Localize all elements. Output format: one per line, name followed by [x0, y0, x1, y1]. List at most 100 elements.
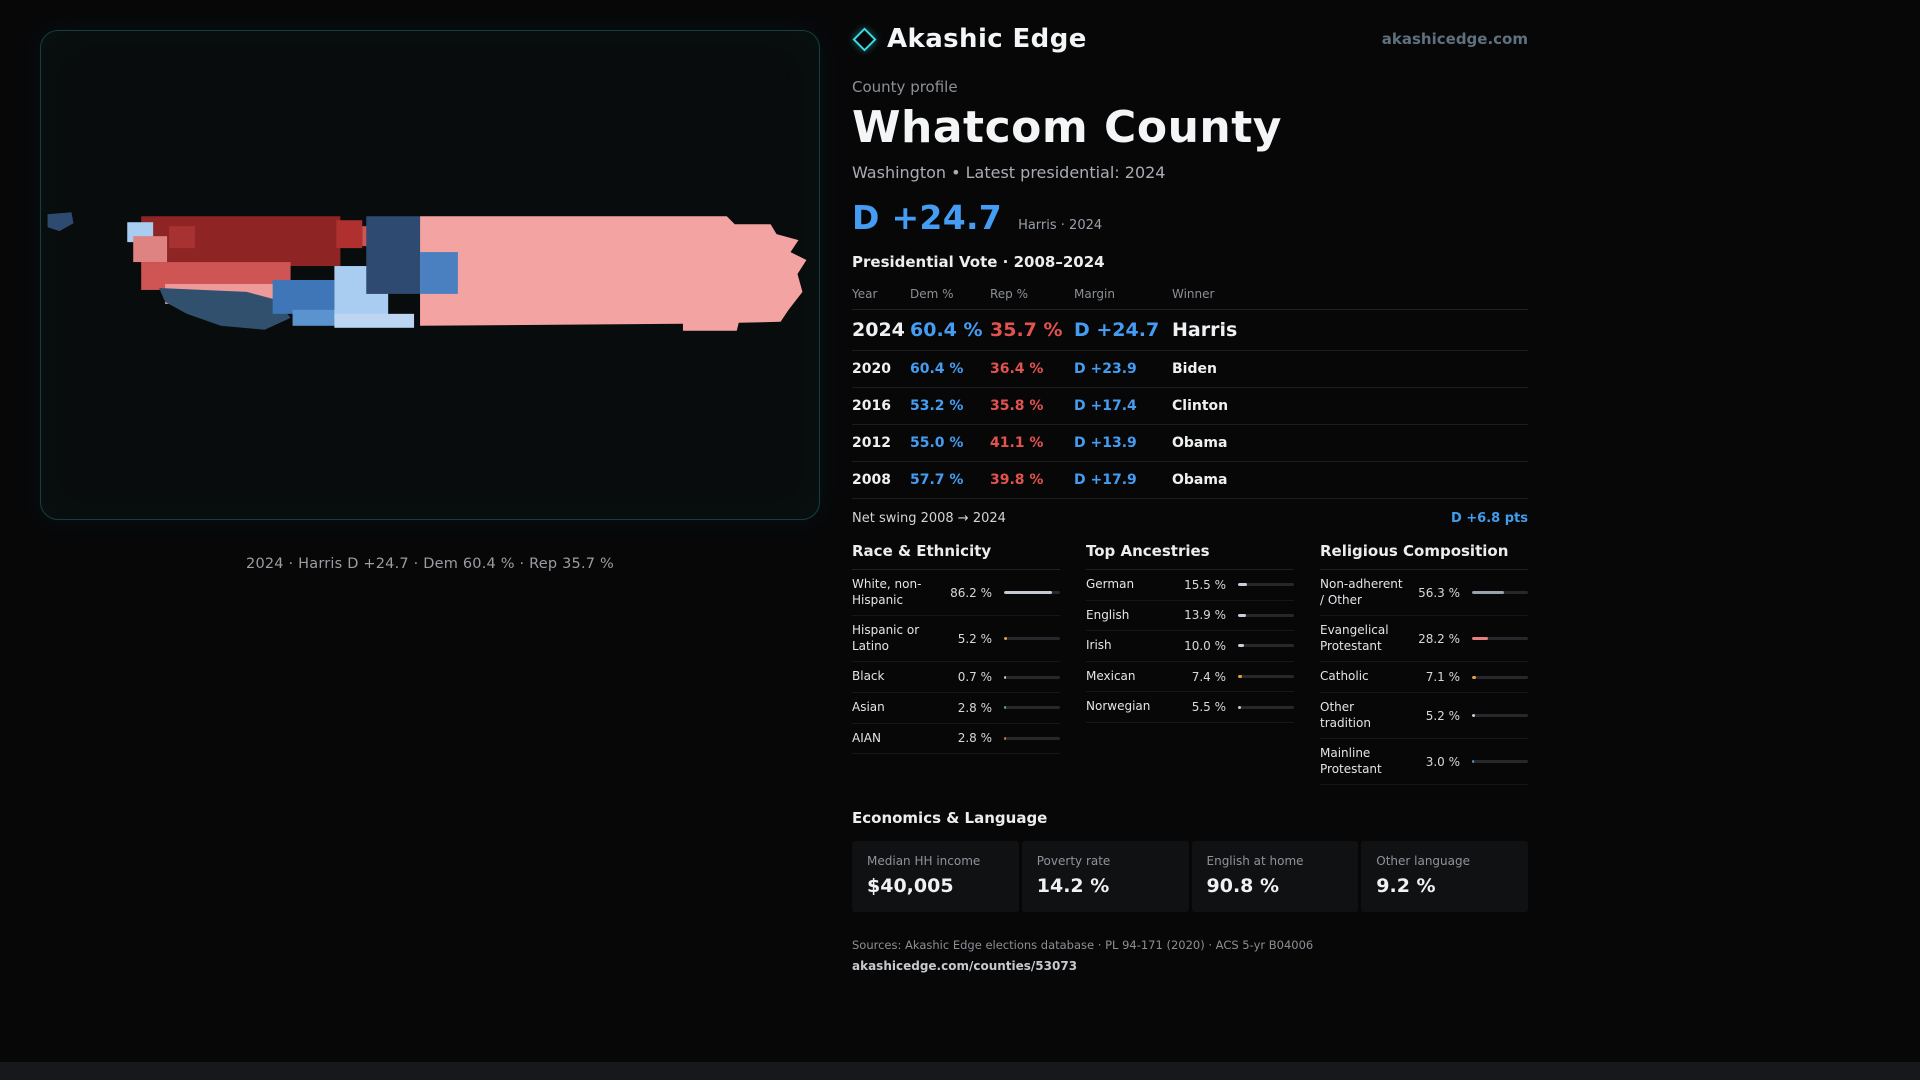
list-item: Norwegian 5.5 % — [1086, 692, 1294, 723]
religion-bar — [1472, 637, 1528, 641]
religion-value: 56.3 % — [1418, 585, 1460, 600]
race-label: Black — [852, 669, 885, 684]
ancestry-label: Norwegian — [1086, 699, 1151, 714]
stat-value: $40,005 — [867, 875, 954, 898]
table-row[interactable]: 2012 55.0 % 41.1 % D +13.9 Obama — [852, 425, 1528, 462]
race-value: 0.7 % — [957, 670, 992, 685]
religion-column: Religious Composition Non-adherent / Oth… — [1320, 542, 1528, 786]
map-region-east-rural[interactable] — [420, 216, 807, 331]
table-row[interactable]: 2024 60.4 % 35.7 % D +24.7 Harris — [852, 310, 1528, 351]
county-map-panel[interactable] — [40, 30, 820, 520]
precinct-map[interactable] — [41, 31, 819, 519]
list-item: White, non-Hispanic 86.2 % — [852, 570, 1060, 617]
map-region-coast-slate[interactable] — [159, 287, 291, 330]
cell-margin: D +24.7 — [1074, 319, 1160, 341]
map-region-west-lightred[interactable] — [133, 236, 168, 263]
economics-title: Economics & Language — [852, 809, 1048, 828]
race-label: Hispanic or Latino — [852, 623, 920, 653]
cell-winner: Obama — [1172, 435, 1228, 451]
list-item: Evangelical Protestant 28.2 % — [1320, 616, 1528, 663]
ancestry-bar — [1238, 675, 1294, 679]
map-region-central-navy[interactable] — [366, 216, 421, 294]
cell-margin: D +17.4 — [1074, 398, 1137, 414]
cell-winner: Clinton — [1172, 398, 1229, 414]
ancestry-value: 5.5 % — [1191, 700, 1226, 715]
margin-value: D +24.7 — [852, 198, 1003, 237]
cell-margin: D +13.9 — [1074, 435, 1137, 451]
brand-name: Akashic Edge — [887, 24, 1087, 54]
col-winner: Winner — [1172, 287, 1215, 301]
list-item: German 15.5 % — [1086, 570, 1294, 601]
map-region-central-blue[interactable] — [420, 252, 458, 294]
cell-year: 2024 — [852, 319, 905, 341]
map-region-paleblue-strip[interactable] — [334, 313, 415, 328]
religion-label: Evangelical Protestant — [1320, 623, 1389, 653]
stat-label: Other language — [1376, 854, 1471, 869]
list-item: English 13.9 % — [1086, 601, 1294, 632]
stat-value: 9.2 % — [1376, 875, 1436, 898]
religion-bar — [1472, 591, 1528, 595]
religion-value: 28.2 % — [1418, 631, 1460, 646]
ancestry-value: 7.4 % — [1191, 669, 1226, 684]
table-row[interactable]: 2008 57.7 % 39.8 % D +17.9 Obama — [852, 462, 1528, 499]
stat-english-at-home: English at home 90.8 % — [1191, 841, 1359, 913]
cell-rep: 39.8 % — [990, 472, 1044, 488]
page-title: Whatcom County — [852, 102, 1282, 153]
ancestry-label: Mexican — [1086, 668, 1136, 683]
cell-margin: D +23.9 — [1074, 361, 1137, 377]
col-dem: Dem % — [910, 287, 954, 301]
cell-rep: 35.7 % — [990, 319, 1063, 341]
cell-winner: Biden — [1172, 361, 1217, 377]
economics-stats: Median HH income $40,005 Poverty rate 14… — [852, 841, 1528, 913]
cell-rep: 41.1 % — [990, 435, 1044, 451]
kicker-label: County profile — [852, 78, 958, 96]
religion-bar — [1472, 714, 1528, 718]
race-bar — [1004, 591, 1060, 595]
religion-title: Religious Composition — [1320, 542, 1528, 570]
ancestry-value: 13.9 % — [1184, 608, 1226, 623]
net-swing-label: Net swing 2008 → 2024 — [852, 511, 1006, 526]
ancestry-value: 15.5 % — [1184, 577, 1226, 592]
stat-median-income: Median HH income $40,005 — [852, 841, 1019, 913]
vote-table: Year Dem % Rep % Margin Winner 2024 60.4… — [852, 281, 1528, 499]
table-row[interactable]: 2016 53.2 % 35.8 % D +17.4 Clinton — [852, 388, 1528, 425]
race-bar — [1004, 637, 1060, 641]
list-item: AIAN 2.8 % — [852, 724, 1060, 755]
stat-poverty-rate: Poverty rate 14.2 % — [1021, 841, 1189, 913]
race-column: Race & Ethnicity White, non-Hispanic 86.… — [852, 542, 1060, 785]
page-subtitle: Washington • Latest presidential: 2024 — [852, 163, 1166, 182]
vote-table-title: Presidential Vote · 2008–2024 — [852, 253, 1105, 271]
race-label: Asian — [852, 699, 885, 714]
bottom-edge-strip — [0, 1062, 1920, 1080]
race-bar — [1004, 675, 1060, 679]
cell-year: 2012 — [852, 435, 891, 451]
cell-year: 2016 — [852, 398, 891, 414]
religion-label: Non-adherent / Other — [1320, 577, 1403, 607]
cell-winner: Obama — [1172, 472, 1228, 488]
religion-value: 7.1 % — [1425, 670, 1460, 685]
col-year: Year — [852, 287, 878, 301]
map-region-bellingham-blue[interactable] — [272, 279, 335, 314]
ancestry-bar — [1238, 613, 1294, 617]
map-region-red-block[interactable] — [169, 226, 195, 249]
race-value: 5.2 % — [957, 631, 992, 646]
list-item: Non-adherent / Other 56.3 % — [1320, 570, 1528, 617]
ancestry-label: German — [1086, 577, 1135, 591]
race-value: 2.8 % — [957, 731, 992, 746]
permalink[interactable]: akashicedge.com/counties/53073 — [852, 959, 1078, 974]
table-row[interactable]: 2020 60.4 % 36.4 % D +23.9 Biden — [852, 351, 1528, 388]
race-value: 2.8 % — [957, 700, 992, 715]
list-item: Hispanic or Latino 5.2 % — [852, 616, 1060, 663]
map-region-point-roberts[interactable] — [47, 212, 74, 232]
race-value: 86.2 % — [950, 585, 992, 600]
list-item: Catholic 7.1 % — [1320, 662, 1528, 693]
cell-rep: 36.4 % — [990, 361, 1044, 377]
brand-diamond-icon — [852, 26, 877, 52]
map-region-mid-red[interactable] — [336, 220, 363, 249]
ancestry-label: English — [1086, 607, 1130, 622]
cell-margin: D +17.9 — [1074, 472, 1137, 488]
footer: Sources: Akashic Edge elections database… — [852, 938, 1528, 973]
stat-label: Median HH income — [867, 854, 981, 869]
cell-rep: 35.8 % — [990, 398, 1044, 414]
site-domain-link[interactable]: akashicedge.com — [1381, 30, 1528, 48]
